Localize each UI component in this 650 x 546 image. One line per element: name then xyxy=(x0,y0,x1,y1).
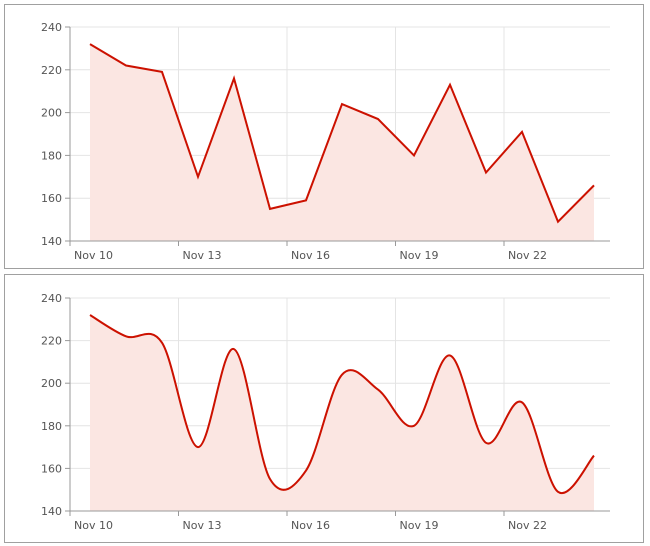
x-tick-label: Nov 10 xyxy=(74,249,113,262)
y-tick-label: 220 xyxy=(41,64,62,77)
x-tick-label: Nov 16 xyxy=(291,519,330,532)
y-tick-label: 200 xyxy=(41,107,62,120)
x-tick-label: Nov 13 xyxy=(183,519,222,532)
y-tick-label: 240 xyxy=(41,292,62,305)
y-tick-label: 140 xyxy=(41,505,62,518)
y-tick-label: 180 xyxy=(41,149,62,162)
x-tick-label: Nov 13 xyxy=(183,249,222,262)
y-tick-label: 240 xyxy=(41,21,62,34)
x-tick-label: Nov 19 xyxy=(400,249,439,262)
y-tick-label: 180 xyxy=(41,420,62,433)
chart-svg: 140 160 180 200 220 240 Nov 10 Nov 13 Nov 16 Nov … xyxy=(41,292,610,532)
area-fill xyxy=(90,44,594,242)
chart-svg: 140 160 180 200 220 240 Nov 10 Nov 13 Nov 16 Nov … xyxy=(41,21,610,262)
area-fill xyxy=(90,315,594,511)
x-tick-label: Nov 22 xyxy=(508,519,547,532)
x-tick-label: Nov 10 xyxy=(74,519,113,532)
x-tick-label: Nov 16 xyxy=(291,249,330,262)
y-tick-label: 140 xyxy=(41,235,62,248)
y-tick-label: 220 xyxy=(41,335,62,348)
series-line xyxy=(89,314,595,495)
linear-area-chart: 140 160 180 200 220 240 Nov 10 Nov 13 Nov 16 Nov … xyxy=(4,4,644,269)
y-tick-label: 160 xyxy=(41,192,62,205)
y-tick-label: 200 xyxy=(41,377,62,390)
spline-area-chart: 140 160 180 200 220 240 Nov 10 Nov 13 Nov 16 Nov … xyxy=(4,274,644,543)
y-tick-label: 160 xyxy=(41,462,62,475)
x-tick-label: Nov 19 xyxy=(400,519,439,532)
x-tick-label: Nov 22 xyxy=(508,249,547,262)
